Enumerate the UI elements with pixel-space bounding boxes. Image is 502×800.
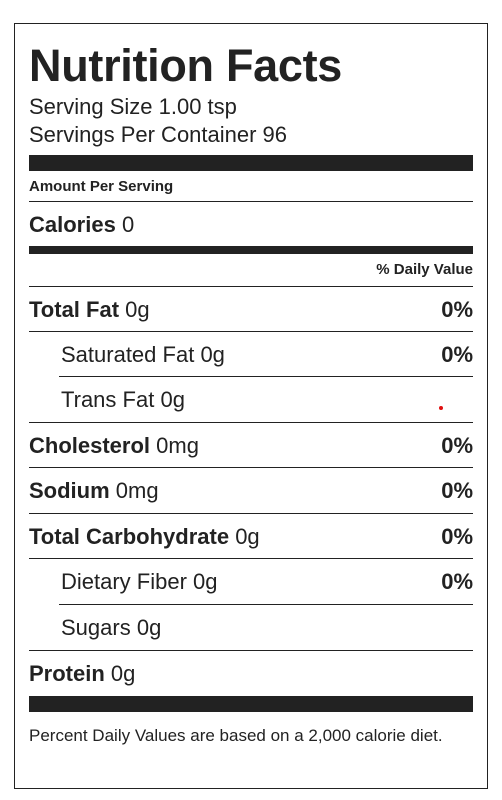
daily-value-header: % Daily Value bbox=[376, 261, 473, 278]
nutrient-name: Total Fat 0g bbox=[29, 297, 150, 322]
nutrient-pct: 0% bbox=[441, 569, 473, 594]
nutrition-facts-label: Nutrition Facts Serving Size 1.00 tsp Se… bbox=[14, 23, 488, 789]
nutrient-name: Saturated Fat 0g bbox=[61, 342, 225, 367]
calories-value: 0 bbox=[121, 212, 135, 237]
nutrient-row-protein: Protein 0g bbox=[29, 651, 473, 695]
label-title: Nutrition Facts bbox=[29, 40, 343, 91]
nutrient-name: Sugars 0g bbox=[61, 615, 162, 640]
nutrient-name: Cholesterol 0mg bbox=[29, 433, 199, 458]
nutrient-row-dietary-fiber: Dietary Fiber 0g 0% bbox=[29, 559, 473, 603]
nutrient-row-sodium: Sodium 0mg 0% bbox=[29, 468, 473, 512]
amount-per-serving: Amount Per Serving bbox=[29, 178, 174, 195]
divider-row bbox=[29, 422, 473, 423]
divider-medium bbox=[29, 246, 473, 254]
divider-row bbox=[59, 604, 473, 605]
divider-row bbox=[29, 331, 473, 332]
nutrient-row-cholesterol: Cholesterol 0mg 0% bbox=[29, 423, 473, 467]
nutrient-pct: 0% bbox=[441, 297, 473, 322]
divider-row bbox=[29, 513, 473, 514]
daily-value-footnote: Percent Daily Values are based on a 2,00… bbox=[29, 726, 443, 745]
divider-dv bbox=[29, 286, 473, 287]
divider-thick-top bbox=[29, 155, 473, 171]
divider-row bbox=[29, 467, 473, 468]
nutrient-row-sugars: Sugars 0g bbox=[29, 605, 473, 649]
servings-per-container: Servings Per Container 96 bbox=[29, 122, 288, 147]
calories-label: Calories bbox=[29, 212, 116, 237]
nutrient-row-saturated-fat: Saturated Fat 0g 0% bbox=[29, 332, 473, 376]
nutrient-name: Total Carbohydrate 0g bbox=[29, 524, 260, 549]
divider-row bbox=[29, 558, 473, 559]
divider-amount bbox=[29, 201, 473, 202]
nutrient-row-total-carbohydrate: Total Carbohydrate 0g 0% bbox=[29, 514, 473, 558]
nutrient-pct: 0% bbox=[441, 433, 473, 458]
nutrient-name: Protein 0g bbox=[29, 661, 136, 686]
nutrient-pct: 0% bbox=[441, 478, 473, 503]
calories-row: Calories 0 bbox=[29, 212, 134, 238]
nutrient-pct: 0% bbox=[441, 524, 473, 549]
nutrient-name: Sodium 0mg bbox=[29, 478, 159, 503]
nutrient-name: Dietary Fiber 0g bbox=[61, 569, 218, 594]
divider-thick-bottom bbox=[29, 696, 473, 712]
label-content: Nutrition Facts Serving Size 1.00 tsp Se… bbox=[29, 24, 473, 788]
nutrient-row-trans-fat: Trans Fat 0g bbox=[29, 377, 473, 421]
serving-size: Serving Size 1.00 tsp bbox=[29, 94, 237, 119]
nutrient-pct: 0% bbox=[441, 342, 473, 367]
divider-row bbox=[29, 650, 473, 651]
red-dot-marker bbox=[439, 406, 443, 410]
nutrient-name: Trans Fat 0g bbox=[61, 387, 185, 412]
nutrient-row-total-fat: Total Fat 0g 0% bbox=[29, 287, 473, 331]
divider-row bbox=[59, 376, 473, 377]
